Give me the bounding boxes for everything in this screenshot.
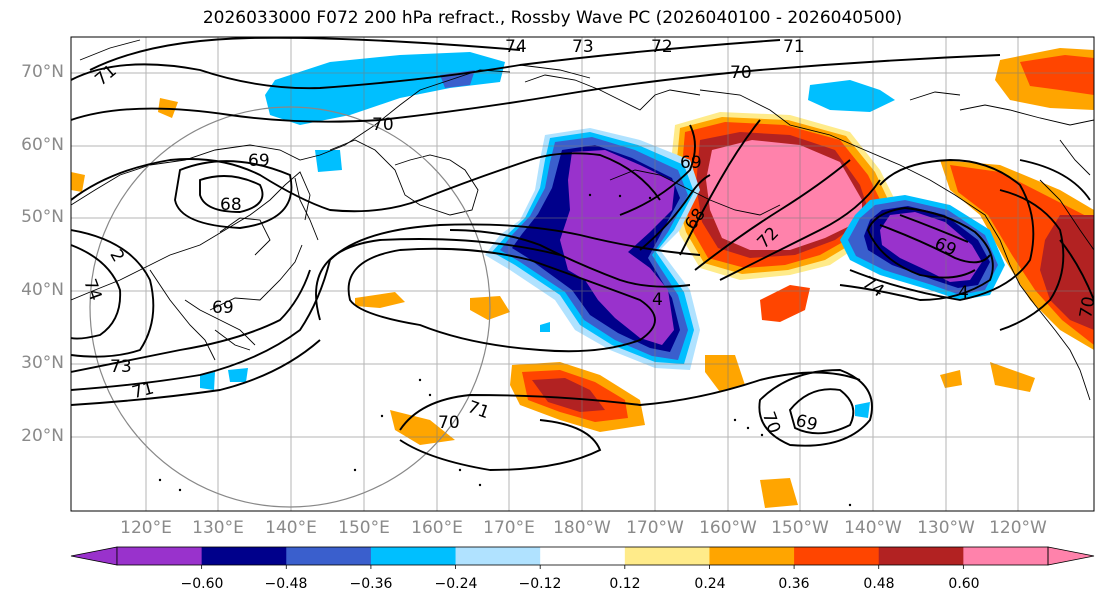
coastlines <box>71 39 1094 401</box>
contour-label: 71 <box>783 37 805 57</box>
lon-label: 140°W <box>844 518 902 538</box>
colorbar-tick-label: 0.48 <box>863 576 895 592</box>
colorbar-extend-left <box>70 546 118 566</box>
colorbar-tick-label: 0.12 <box>609 576 641 592</box>
colorbar-swatch <box>794 547 880 565</box>
lon-label: 170°W <box>626 518 684 538</box>
map-frame <box>70 36 1095 512</box>
lat-label: 50°N <box>21 207 64 227</box>
colorbar-swatch <box>455 547 541 565</box>
colorbar-tick-label: −0.24 <box>434 576 478 592</box>
contour-label: 70 <box>1076 295 1099 320</box>
colorbar-swatch <box>709 547 795 565</box>
colorbar-swatch <box>117 547 203 565</box>
colorbar-swatch <box>878 547 964 565</box>
lon-label: 120°E <box>120 518 172 538</box>
lon-label: 170°E <box>483 518 535 538</box>
colorbar-swatch <box>540 547 626 565</box>
colorbar-swatch <box>963 547 1049 565</box>
colorbar-tick-label: 0.36 <box>778 576 810 592</box>
colorbar-tick-label: 0.24 <box>694 576 726 592</box>
lon-label: 150°W <box>771 518 829 538</box>
contour-label: 73 <box>572 37 594 57</box>
contour-label: 70 <box>372 115 394 135</box>
contour-label: 69 <box>212 298 234 318</box>
contour-label: 69 <box>680 153 702 173</box>
lon-label: 180°W <box>553 518 611 538</box>
lat-label: 70°N <box>21 62 64 82</box>
lat-label: 30°N <box>21 353 64 373</box>
colorbar-tick-label: −0.48 <box>264 576 308 592</box>
colorbar-swatch <box>370 547 457 565</box>
contour-label: 4 <box>958 283 969 303</box>
colorbar-outline <box>116 546 1049 566</box>
lon-label: 140°E <box>265 518 317 538</box>
colorbar-swatch <box>201 547 287 565</box>
island-chains <box>158 193 852 507</box>
colorbar-tick-label: 0.60 <box>948 576 980 592</box>
colorbar-swatch <box>624 547 710 565</box>
colorbar-tick-label: −0.36 <box>349 576 393 592</box>
lon-label: 160°W <box>699 518 757 538</box>
contour-label: 69 <box>248 151 270 171</box>
lon-label: 160°E <box>411 518 463 538</box>
contour-label: 70 <box>730 63 752 83</box>
lon-label: 120°W <box>989 518 1047 538</box>
contour-label: 72 <box>651 37 673 57</box>
colorbar <box>70 546 1095 569</box>
contour-label: 4 <box>652 290 663 310</box>
contour-label: 74 <box>505 37 527 57</box>
lon-label: 130°W <box>917 518 975 538</box>
map-title: 2026033000 F072 200 hPa refract., Rossby… <box>202 8 903 28</box>
lat-label: 20°N <box>21 426 64 446</box>
lat-label: 40°N <box>21 280 64 300</box>
colorbar-tick-label: −0.60 <box>180 576 224 592</box>
colorbar-swatch <box>286 547 372 565</box>
colorbar-extend-right <box>1047 546 1095 566</box>
contour-label: 70 <box>438 413 460 433</box>
contour-label: 73 <box>110 357 132 377</box>
lon-label: 130°E <box>192 518 244 538</box>
refractivity-contours <box>71 37 1094 471</box>
lon-label: 150°E <box>338 518 390 538</box>
colorbar-tick-label: −0.12 <box>518 576 562 592</box>
reference-circle <box>89 106 491 508</box>
contour-label: 68 <box>220 195 242 215</box>
lat-label: 60°N <box>21 135 64 155</box>
